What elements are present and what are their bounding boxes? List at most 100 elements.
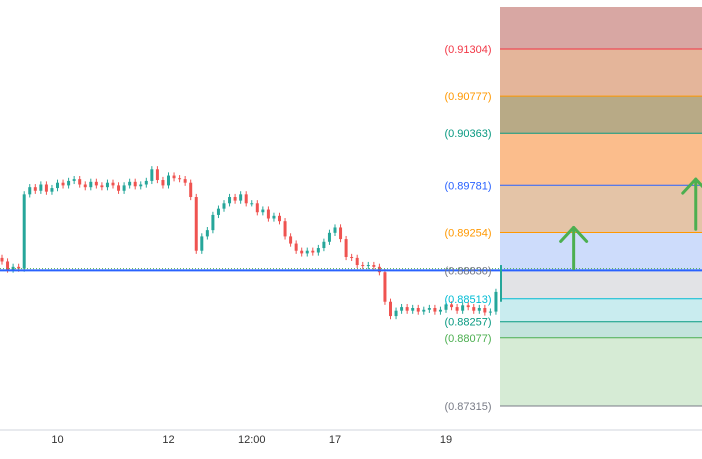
candle-body	[311, 250, 315, 253]
candle-up	[250, 200, 254, 207]
up-arrow-icon	[681, 177, 702, 231]
candle-down	[344, 235, 348, 261]
fib-labels: (0.91304) (0.90777) (0.90363) (0.89781) (0.8…	[444, 44, 491, 413]
candle-body	[322, 241, 326, 249]
chart-overlays	[0, 177, 702, 302]
candle-body	[178, 178, 182, 180]
candle-body	[394, 310, 398, 317]
candle-up	[28, 184, 32, 198]
candle-down	[455, 303, 459, 314]
candle-body	[183, 179, 187, 183]
x-tick-label: 12	[162, 434, 174, 446]
fib-zone	[500, 185, 702, 233]
candle-up	[444, 301, 448, 313]
fib-level-label: (0.88257)	[444, 317, 491, 329]
candle-body	[100, 185, 104, 188]
candle-up	[305, 247, 309, 257]
fib-zone	[500, 321, 702, 338]
candle-body	[350, 256, 354, 258]
candle-down	[94, 178, 98, 189]
fib-level-label: (0.87315)	[444, 401, 491, 413]
fib-zone	[500, 133, 702, 186]
candle-body	[427, 308, 431, 310]
candle-up	[144, 177, 148, 188]
candle-body	[333, 227, 337, 233]
candle-down	[194, 193, 198, 254]
candle-body	[56, 182, 59, 189]
candle-body	[222, 203, 226, 209]
up-arrow-icon	[559, 225, 589, 271]
candle-body	[327, 232, 331, 242]
candle-down	[161, 176, 165, 189]
candle-body	[477, 308, 481, 311]
candle-body	[344, 239, 348, 257]
candle-down	[0, 254, 4, 265]
candle-body	[472, 307, 476, 311]
candle-body	[233, 197, 237, 201]
candle-body	[50, 188, 54, 192]
candle-body	[172, 175, 176, 179]
candle-down	[283, 218, 287, 240]
candle-up	[222, 200, 226, 212]
candle-down	[61, 179, 65, 189]
candle-down	[433, 304, 437, 315]
candle-body	[144, 180, 148, 185]
candle-down	[111, 179, 115, 189]
candle-up	[477, 304, 481, 314]
candle-body	[272, 215, 276, 219]
candle-body	[39, 184, 43, 191]
fib-level-label: (0.88077)	[444, 333, 491, 345]
candle-body	[455, 307, 459, 311]
candle-body	[372, 265, 376, 267]
candle-up	[333, 224, 337, 236]
candle-down	[372, 261, 376, 270]
candle-down	[450, 301, 454, 311]
candle-body	[128, 181, 132, 186]
candle-down	[383, 269, 387, 305]
candle-body	[316, 248, 320, 253]
candle-body	[294, 243, 298, 251]
fib-level-label: (0.89254)	[444, 227, 491, 239]
candle-body	[0, 257, 4, 262]
candle-down	[44, 181, 48, 195]
candle-body	[289, 236, 293, 244]
candle-down	[483, 304, 487, 316]
fib-level-label: (0.88830)	[444, 265, 491, 277]
candle-body	[6, 261, 10, 270]
candle-up	[488, 308, 492, 316]
candle-up	[411, 304, 415, 314]
candle-body	[67, 180, 71, 186]
candle-body	[278, 215, 281, 222]
candle-up	[216, 205, 220, 219]
x-tick-label: 19	[440, 434, 452, 446]
candle-up	[50, 184, 54, 195]
candle-body	[266, 209, 270, 219]
candle-up	[327, 229, 331, 245]
candle-down	[183, 175, 187, 186]
candle-body	[83, 184, 87, 188]
candle-down	[311, 247, 315, 256]
candle-down	[244, 191, 248, 207]
candle-body	[483, 308, 487, 313]
candle-down	[178, 175, 182, 183]
candle-body	[89, 181, 93, 188]
candle-body	[389, 301, 392, 317]
fib-level-label: (0.88513)	[444, 294, 491, 306]
candle-down	[389, 298, 392, 320]
arrow-head	[681, 177, 702, 195]
candle-body	[244, 194, 248, 204]
candle-down	[361, 261, 365, 270]
candle-body	[466, 305, 470, 308]
candle-body	[405, 307, 409, 311]
candle-down	[133, 178, 137, 190]
candle-up	[200, 233, 204, 254]
candle-body	[111, 182, 115, 186]
candle-body	[78, 179, 82, 185]
candle-up	[150, 166, 154, 185]
candle-body	[150, 169, 154, 181]
candle-body	[139, 184, 143, 187]
candle-body	[300, 250, 304, 254]
candle-body	[400, 307, 404, 311]
